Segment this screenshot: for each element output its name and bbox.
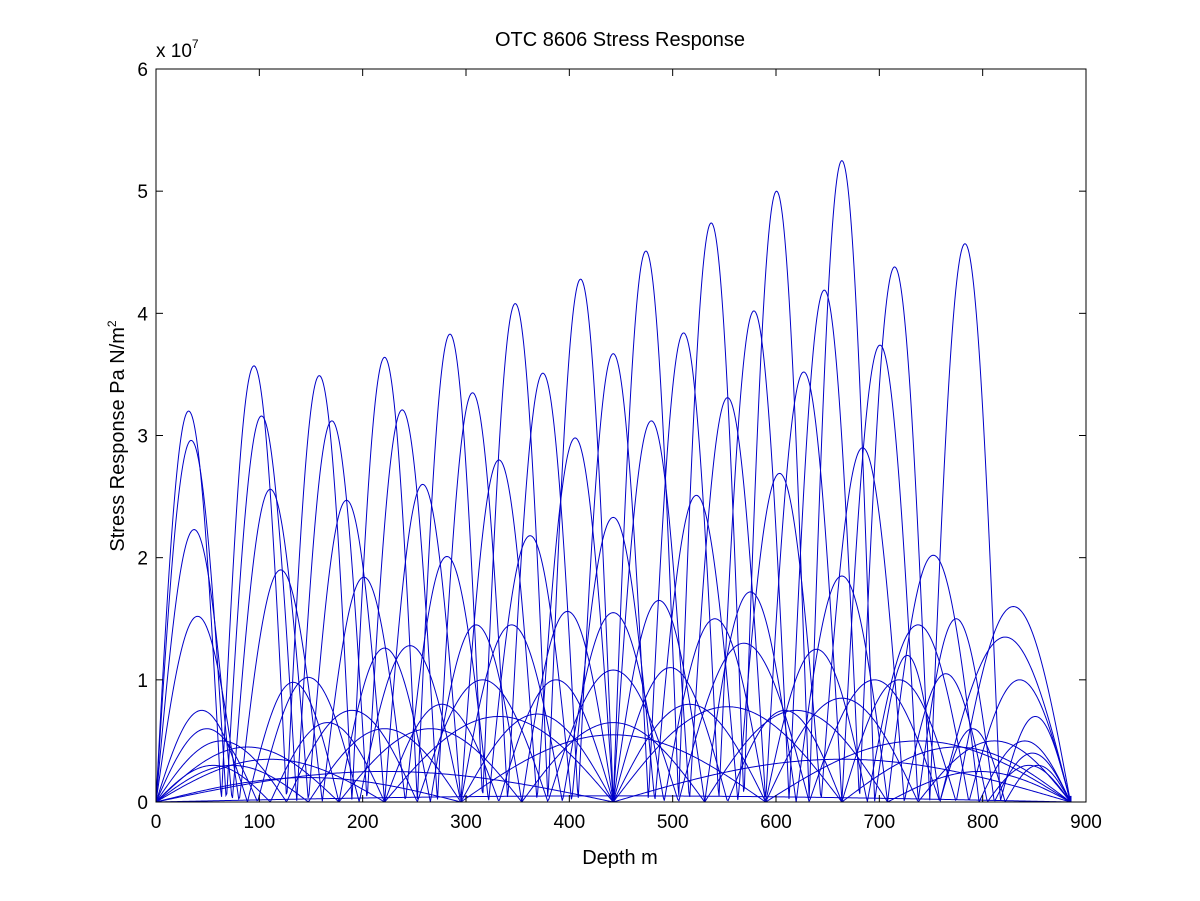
series-line-8 [156, 606, 1071, 802]
y-tick-label: 1 [137, 671, 148, 692]
y-tick-label: 0 [137, 793, 148, 814]
series-line-4 [156, 706, 1071, 802]
y-multiplier: x 107 [156, 37, 199, 62]
series-line-14 [156, 160, 1071, 802]
y-axis-label-text: Stress Response Pa N/m [107, 327, 129, 552]
y-tick-label: 4 [137, 304, 148, 325]
x-tick-label: 300 [450, 812, 482, 833]
x-tick-label: 900 [1070, 812, 1102, 833]
x-tick-label: 600 [760, 812, 792, 833]
x-tick-label: 200 [347, 812, 379, 833]
y-axis-label: Stress Response Pa N/m2 [105, 320, 129, 552]
y-axis-label-superscript: 2 [105, 320, 119, 327]
y-axis-ticks: 0 1 2 3 4 5 6 [137, 60, 1086, 814]
x-tick-label: 800 [967, 812, 999, 833]
y-tick-label: 5 [137, 182, 148, 203]
series-lines [156, 160, 1072, 802]
series-line-2 [156, 758, 1071, 802]
series-line-13 [156, 243, 1071, 802]
x-tick-label: 0 [151, 812, 162, 833]
x-tick-label: 700 [863, 812, 895, 833]
x-tick-label: 500 [657, 812, 689, 833]
svg-text:x 107: x 107 [156, 37, 199, 62]
series-line-5 [156, 709, 1071, 802]
chart-title: OTC 8606 Stress Response [495, 29, 745, 51]
plot-frame [155, 68, 1087, 803]
series-line-9 [156, 612, 1071, 802]
series-line-6 [156, 697, 1071, 802]
x-axis-label: Depth m [582, 847, 658, 869]
series-line-10 [156, 554, 1071, 802]
series-line-7 [156, 636, 1071, 802]
y-multiplier-exponent: 7 [192, 37, 199, 51]
series-line-11 [156, 447, 1071, 802]
y-tick-label: 2 [137, 549, 148, 570]
x-tick-label: 400 [553, 812, 585, 833]
x-tick-label: 100 [243, 812, 275, 833]
x-axis-ticks: 0 100 200 300 400 500 600 700 800 900 [151, 69, 1102, 833]
series-line-12 [156, 344, 1071, 802]
y-tick-label: 6 [137, 60, 148, 81]
y-multiplier-base: x 10 [156, 41, 192, 62]
y-tick-label: 3 [137, 427, 148, 448]
